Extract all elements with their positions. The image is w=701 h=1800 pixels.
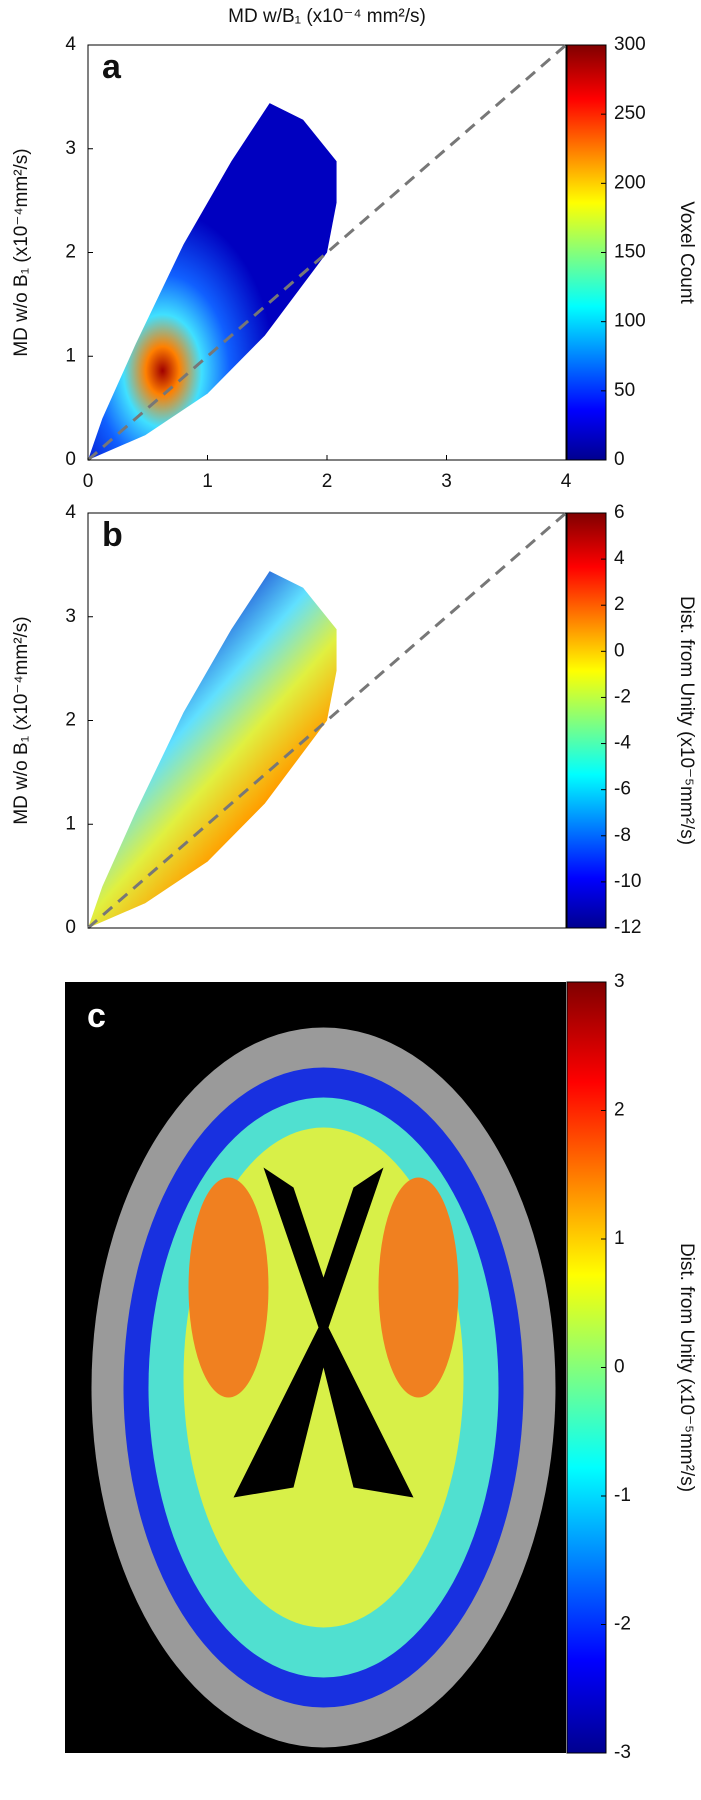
colorbar-tick-label: -1 bbox=[614, 1485, 631, 1506]
colorbar-tick-label: -8 bbox=[614, 825, 631, 846]
y-axis-label: MD w/o B₁ (x10⁻⁴mm²/s) bbox=[11, 616, 32, 824]
colorbar-tick-label: 200 bbox=[614, 172, 646, 193]
colorbar-label: Dist. from Unity (x10⁻⁵mm²/s) bbox=[676, 1243, 697, 1492]
colorbar-tick-label: 0 bbox=[614, 449, 625, 470]
identity-line bbox=[87, 511, 567, 930]
x-tick-label: 3 bbox=[441, 471, 452, 492]
y-tick-label: 4 bbox=[65, 502, 76, 523]
colorbar-tick-label: 0 bbox=[614, 1357, 625, 1378]
y-axis-label: MD w/o B₁ (x10⁻⁴mm²/s) bbox=[11, 148, 32, 356]
panel-label: a bbox=[102, 48, 122, 86]
colorbar-tick-label: 2 bbox=[614, 1100, 625, 1121]
colorbar-label: Dist. from Unity (x10⁻⁵mm²/s) bbox=[676, 596, 697, 845]
orange-left bbox=[188, 1177, 269, 1398]
colorbar bbox=[566, 981, 607, 1754]
panel-label: b bbox=[102, 516, 123, 554]
density-cloud bbox=[88, 103, 337, 460]
colorbar-tick-label: 300 bbox=[614, 34, 646, 55]
colorbar bbox=[566, 512, 607, 929]
y-tick-label: 2 bbox=[65, 710, 76, 731]
y-tick-label: 3 bbox=[65, 138, 76, 159]
colorbar-tick-label: -2 bbox=[614, 686, 631, 707]
colorbar-tick-label: -2 bbox=[614, 1614, 631, 1635]
y-tick-label: 1 bbox=[65, 813, 76, 834]
orange-right bbox=[378, 1177, 459, 1398]
colorbar-tick-label: 50 bbox=[614, 380, 635, 401]
colorbar-tick-label: -3 bbox=[614, 1742, 631, 1763]
x-tick-label: 4 bbox=[561, 471, 572, 492]
y-tick-label: 4 bbox=[65, 34, 76, 55]
colorbar-tick-label: -4 bbox=[614, 733, 631, 754]
colorbar-tick-label: 100 bbox=[614, 311, 646, 332]
y-tick-label: 0 bbox=[65, 917, 76, 938]
colorbar-tick-label: 2 bbox=[614, 594, 625, 615]
colorbar bbox=[566, 44, 607, 461]
colorbar-tick-label: 3 bbox=[614, 971, 625, 992]
y-tick-label: 0 bbox=[65, 449, 76, 470]
colorbar-tick-label: -12 bbox=[614, 917, 641, 938]
x-tick-label: 2 bbox=[322, 471, 333, 492]
x-tick-label: 1 bbox=[202, 471, 213, 492]
colorbar-tick-label: 0 bbox=[614, 640, 625, 661]
colorbar-tick-label: 4 bbox=[614, 548, 625, 569]
colorbar-tick-label: -10 bbox=[614, 871, 641, 892]
x-tick-label: 0 bbox=[83, 471, 94, 492]
ventricles bbox=[233, 1167, 414, 1498]
colorbar-label: Voxel Count bbox=[676, 201, 697, 304]
y-tick-label: 3 bbox=[65, 606, 76, 627]
y-tick-label: 2 bbox=[65, 242, 76, 263]
colorbar-tick-label: 6 bbox=[614, 502, 625, 523]
colorbar-tick-label: -6 bbox=[614, 779, 631, 800]
identity-line bbox=[87, 43, 567, 462]
colorbar-tick-label: 150 bbox=[614, 242, 646, 263]
colorbar-tick-label: 250 bbox=[614, 103, 646, 124]
y-tick-label: 1 bbox=[65, 345, 76, 366]
x-axis-label: MD w/B₁ (x10⁻⁴ mm²/s) bbox=[228, 6, 426, 27]
colorbar-tick-label: 1 bbox=[614, 1228, 625, 1249]
panel-label: c bbox=[87, 997, 106, 1035]
density-cloud bbox=[88, 571, 337, 928]
